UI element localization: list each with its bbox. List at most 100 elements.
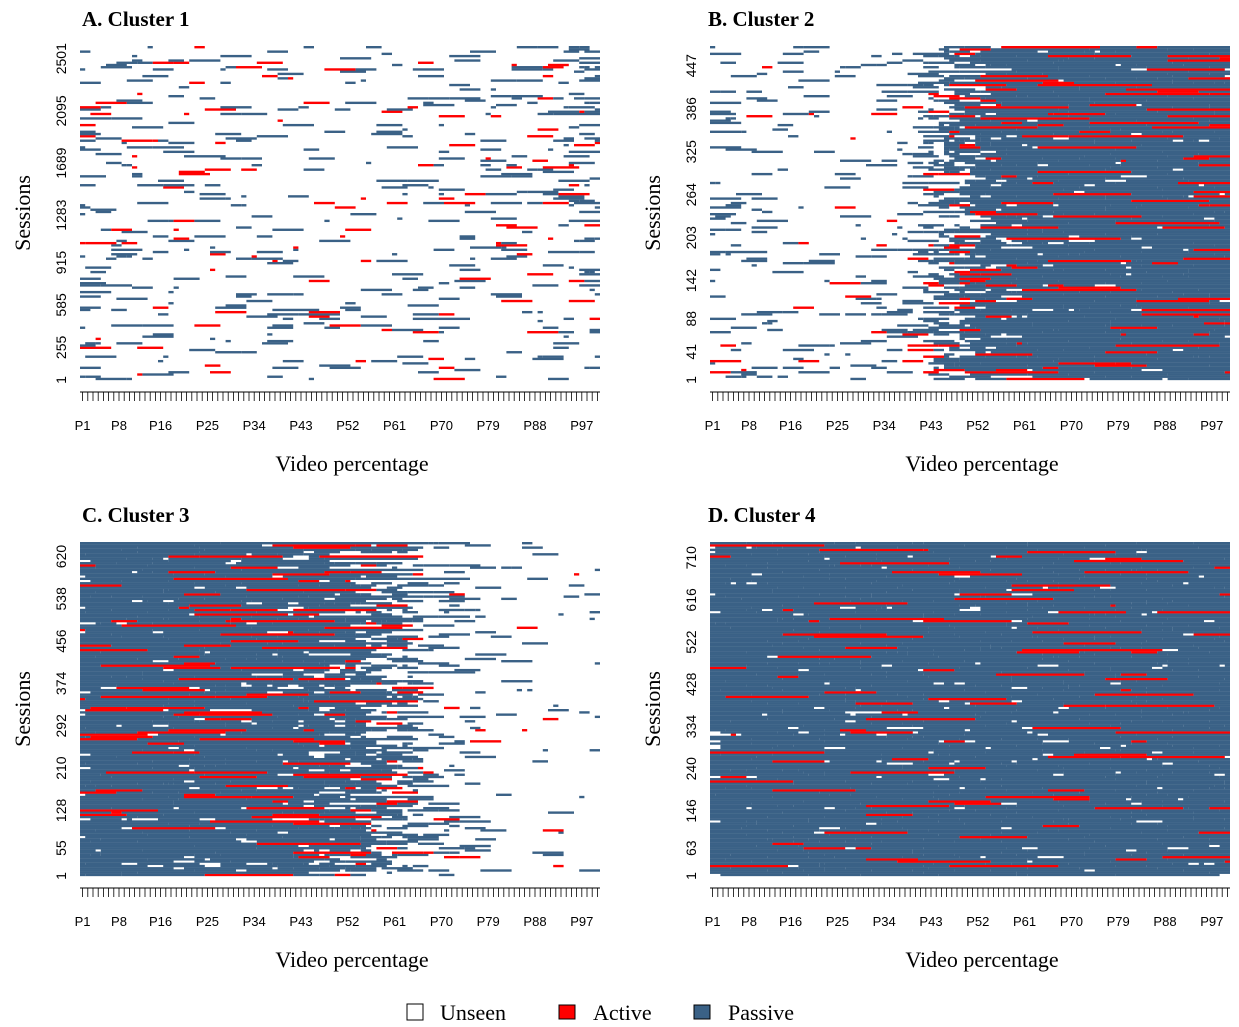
cell-active [902,359,924,363]
cell-passive [314,737,418,741]
cell-passive [116,99,143,102]
cell-passive [1053,359,1095,363]
cell-active [418,164,434,167]
cell-passive [558,613,564,616]
cell-passive [710,542,747,545]
cell-active [964,106,1069,109]
cell-passive [985,192,1054,196]
cell-passive [215,818,273,821]
cell-passive [433,595,465,598]
cell-passive [918,831,996,834]
cell-active [1094,806,1184,810]
cell-passive [251,215,273,218]
cell-passive [574,46,580,49]
cell-passive [918,317,924,321]
cell-passive [225,684,242,687]
cell-passive [563,317,574,321]
cell-passive [1006,806,1095,810]
cell-passive [85,835,190,839]
cell-passive [1001,784,1074,788]
cell-passive [949,778,981,781]
cell-passive [996,346,1048,349]
cell-passive [142,849,210,852]
cell-passive [402,695,413,699]
y-tick-label: 1689 [53,147,69,178]
cell-passive [80,693,190,696]
cell-passive [272,680,309,683]
cell-passive [392,568,424,572]
cell-passive [1162,637,1215,641]
cell-passive [1079,253,1100,256]
cell-passive [386,639,408,643]
cell-active [970,210,996,214]
cell-passive [111,595,143,598]
cell-passive [730,867,799,870]
cell-active [594,141,600,145]
cell-passive [1126,201,1230,205]
cell-passive [438,192,444,196]
cell-passive [1016,702,1064,705]
cell-passive [710,586,778,589]
cell-passive [397,766,418,770]
cell-passive [204,573,273,576]
cell-passive [710,795,773,799]
cell-passive [1032,353,1126,356]
cell-passive [1110,310,1204,314]
cell-passive [334,633,356,636]
cell-passive [173,277,200,280]
cell-passive [324,853,330,857]
cell-passive [355,798,387,801]
cell-passive [1204,264,1230,267]
cell-passive [594,108,600,111]
legend-swatch-passive [693,1004,711,1020]
x-tick-label: P88 [523,914,546,929]
cell-passive [184,742,299,745]
cell-passive [80,568,143,572]
y-tick-label: 55 [53,840,69,856]
cell-passive [1011,273,1111,276]
cell-passive [152,333,174,336]
cell-active [902,333,929,336]
cell-passive [1224,677,1230,681]
cell-passive [730,117,736,120]
cell-active [1131,651,1158,654]
cell-passive [954,261,1022,265]
cell-passive [1136,568,1158,572]
cell-passive [220,112,242,116]
cell-passive [829,626,861,629]
cell-passive [100,228,112,231]
cell-active [184,112,190,116]
cell-passive [949,237,970,240]
cell-passive [944,364,955,367]
cell-passive [907,331,934,334]
cell-active [1162,226,1225,229]
cell-passive [1063,268,1106,272]
cell-passive [964,266,986,269]
cell-passive [1110,595,1204,598]
cell-passive [449,764,455,768]
cell-passive [1115,550,1137,554]
cell-passive [938,199,955,203]
cell-passive [277,648,377,652]
cell-passive [381,751,413,754]
cell-passive [194,744,304,748]
cell-passive [137,815,252,819]
cell-passive [746,784,814,788]
cell-passive [527,201,543,205]
cell-passive [1105,268,1189,272]
cell-active [80,737,138,741]
cell-passive [1146,813,1204,817]
cell-passive [980,646,991,650]
cell-passive [985,304,1064,307]
cell-passive [1209,199,1230,203]
cell-passive [355,633,366,636]
cell-passive [189,693,247,696]
cell-passive [168,219,174,223]
cell-passive [137,862,200,866]
y-tick-label: 240 [683,757,699,781]
cell-passive [220,106,252,109]
cell-passive [392,557,418,560]
cell-passive [511,97,522,100]
cell-passive [798,344,830,347]
cell-passive [1016,299,1095,303]
